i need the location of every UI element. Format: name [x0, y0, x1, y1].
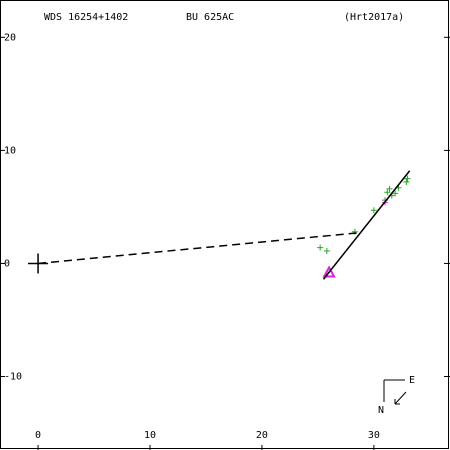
x-tick-label: 10 [144, 430, 156, 441]
observation [404, 175, 411, 182]
x-tick-label: 0 [35, 430, 41, 441]
observation [403, 179, 410, 186]
y-tick-label: -10 [4, 372, 22, 383]
observation [386, 185, 393, 192]
y-tick-label: 10 [4, 145, 16, 156]
dashed-line [37, 232, 358, 265]
x-tick-label: 30 [368, 430, 380, 441]
y-tick-label: 0 [4, 258, 10, 269]
compass-north: N [378, 405, 384, 416]
observation [370, 207, 377, 214]
predicted-position [322, 265, 336, 278]
x-tick-label: 20 [256, 430, 268, 441]
fit-line [322, 170, 411, 280]
observation [392, 190, 399, 197]
observation [384, 189, 391, 196]
y-tick-label: 20 [4, 32, 16, 43]
subtitle: BU 625AC [186, 12, 234, 23]
compass-east: E [409, 375, 415, 386]
compass [383, 379, 407, 405]
observation [317, 244, 324, 251]
reference: (Hrt2017a) [344, 12, 404, 23]
observation [323, 248, 330, 255]
chart-title: WDS 16254+1402 [44, 12, 128, 23]
